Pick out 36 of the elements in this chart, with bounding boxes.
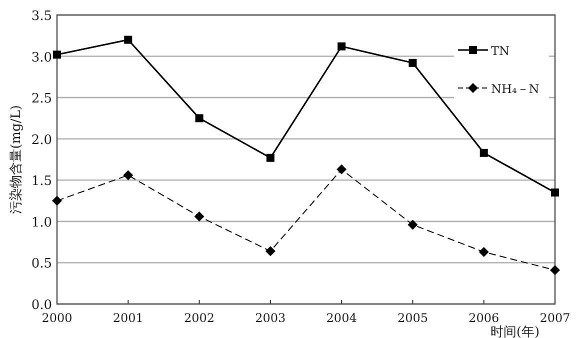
point bbox=[408, 220, 418, 230]
point bbox=[124, 36, 132, 44]
point bbox=[265, 246, 276, 256]
point bbox=[551, 188, 559, 197]
y-tick-label: 1.0 bbox=[31, 215, 52, 230]
y-tick-label: 2.5 bbox=[31, 92, 52, 107]
legend-label: NH₄－N bbox=[491, 82, 540, 96]
x-tick-label: 2006 bbox=[468, 311, 500, 325]
x-tick-label: 2002 bbox=[184, 311, 215, 325]
y-tick-label: 1.5 bbox=[31, 174, 52, 190]
x-tick-label: 2005 bbox=[397, 311, 428, 325]
y-tick-label: 3.5 bbox=[31, 9, 52, 24]
point bbox=[195, 114, 204, 122]
point bbox=[408, 58, 417, 67]
point bbox=[480, 148, 488, 157]
point bbox=[336, 164, 347, 174]
point bbox=[550, 265, 560, 276]
y-tick-label: 0.5 bbox=[31, 256, 52, 272]
point bbox=[194, 211, 204, 222]
point bbox=[338, 42, 346, 50]
legend-label: TN bbox=[491, 44, 510, 58]
x-tick-label: 2001 bbox=[112, 311, 144, 325]
point bbox=[478, 246, 489, 257]
y-tick-label: 3.0 bbox=[31, 50, 52, 66]
y-tick-label: 2.0 bbox=[31, 132, 52, 148]
x-tick-label: 2007 bbox=[540, 311, 570, 325]
point bbox=[266, 154, 274, 162]
x-axis-title: 时间(年) bbox=[490, 325, 540, 338]
x-tick-label: 2003 bbox=[255, 311, 286, 325]
point bbox=[52, 196, 62, 206]
x-tick-label: 2000 bbox=[42, 311, 72, 325]
x-tick-label: 2004 bbox=[326, 311, 358, 325]
point bbox=[53, 50, 61, 59]
point bbox=[123, 170, 134, 180]
y-tick-label: 0.0 bbox=[31, 298, 52, 313]
y-axis-title: 污染物含量(mg/L) bbox=[9, 105, 24, 214]
